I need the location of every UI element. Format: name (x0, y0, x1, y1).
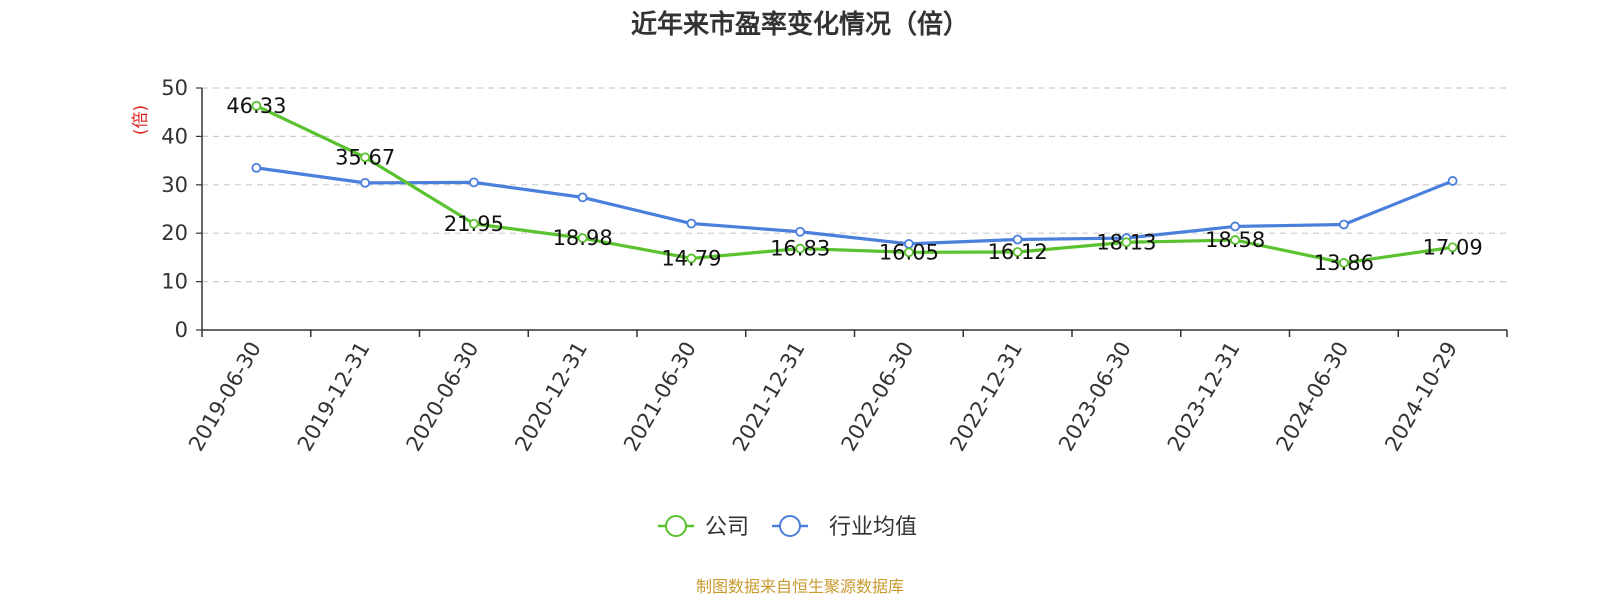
series-0-point[interactable] (468, 218, 479, 229)
chart-title: 近年来市盈率变化情况（倍） (631, 9, 969, 40)
series-1-point[interactable] (1012, 234, 1023, 245)
legend-label: 公司 (705, 515, 749, 540)
series-0-point[interactable] (360, 152, 371, 163)
y-grid (196, 87, 1507, 331)
series-1-point[interactable] (577, 192, 588, 203)
data-label: 16.05 (879, 240, 939, 264)
series-0-point[interactable] (1012, 247, 1023, 257)
data-label: 18.98 (553, 226, 613, 250)
y-tick-label: 30 (161, 173, 188, 197)
series-0-point[interactable] (251, 100, 262, 111)
data-label: 46.33 (226, 94, 286, 118)
x-tick-label: 2024-06-30 (1272, 338, 1354, 456)
series-1-point[interactable] (1447, 176, 1458, 186)
series-1-point[interactable] (795, 226, 806, 237)
series-lines (251, 100, 1458, 268)
legend-label: 行业均值 (829, 515, 917, 540)
x-tick-label: 2021-06-30 (619, 338, 701, 456)
legend-marker-icon (779, 515, 801, 537)
data-label: 14.79 (661, 246, 721, 270)
series-0-point[interactable] (1230, 235, 1241, 245)
x-tick-labels: 2019-06-30 2019-12-31 2020-06-30 2020-12-31… (184, 338, 1462, 456)
data-label: 18.13 (1096, 230, 1156, 254)
data-label: 21.95 (444, 212, 504, 236)
x-tick-label: 2019-12-31 (293, 338, 375, 456)
series-0-point[interactable] (903, 247, 914, 258)
axes (201, 88, 1508, 337)
x-tick-label: 2024-10-29 (1380, 338, 1462, 456)
x-tick-label: 2023-06-30 (1054, 338, 1136, 456)
series-1-point[interactable] (468, 177, 479, 188)
data-label: 17.09 (1423, 235, 1483, 259)
legend[interactable]: 公司 行业均值 (658, 515, 917, 540)
data-label: 16.12 (988, 240, 1048, 264)
series-0-point[interactable] (795, 243, 806, 254)
x-tick-label: 2022-06-30 (837, 338, 919, 456)
legend-marker-icon (665, 515, 687, 537)
series-1-point[interactable] (1230, 221, 1241, 232)
series-0-point[interactable] (1121, 237, 1132, 248)
y-tick-label: 40 (161, 124, 188, 148)
x-tick-label: 2022-12-31 (945, 338, 1027, 456)
series-0-point[interactable] (686, 253, 697, 264)
x-tick-label: 2021-12-31 (728, 338, 810, 456)
series-0-point[interactable] (577, 233, 588, 244)
data-source-note: 制图数据来自恒生聚源数据库 (696, 577, 904, 596)
x-tick-label: 2019-06-30 (184, 338, 266, 456)
legend-item-1[interactable]: 行业均值 (772, 515, 917, 540)
series-line-1 (256, 166, 1454, 246)
x-tick-label: 2020-12-31 (510, 338, 592, 456)
x-tick-label: 2023-12-31 (1163, 338, 1245, 456)
data-label: 13.86 (1314, 251, 1374, 275)
series-1-point[interactable] (360, 177, 371, 188)
data-label: 18.58 (1205, 228, 1265, 252)
data-labels: 46.33 35.67 21.95 18.98 14.79 16.83 16.05 16.12… (226, 94, 1482, 275)
x-tick-label: 2020-06-30 (402, 338, 484, 456)
y-tick-label: 20 (161, 221, 188, 245)
y-tick-label: 10 (161, 270, 188, 294)
series-1-point[interactable] (686, 218, 697, 229)
legend-item-0[interactable]: 公司 (658, 515, 749, 540)
data-label: 35.67 (335, 145, 395, 169)
series-1-point[interactable] (251, 162, 262, 173)
series-1-point[interactable] (1338, 219, 1349, 230)
y-tick-label: 50 (161, 76, 188, 100)
y-tick-label: 0 (175, 318, 188, 342)
series-0-point[interactable] (1447, 242, 1458, 253)
y-axis-label: (倍) (131, 105, 151, 135)
y-tick-labels: 0 10 20 30 40 50 (161, 76, 188, 342)
series-0-point[interactable] (1338, 258, 1349, 268)
data-label: 16.83 (770, 237, 830, 261)
series-line-0 (255, 104, 1453, 265)
